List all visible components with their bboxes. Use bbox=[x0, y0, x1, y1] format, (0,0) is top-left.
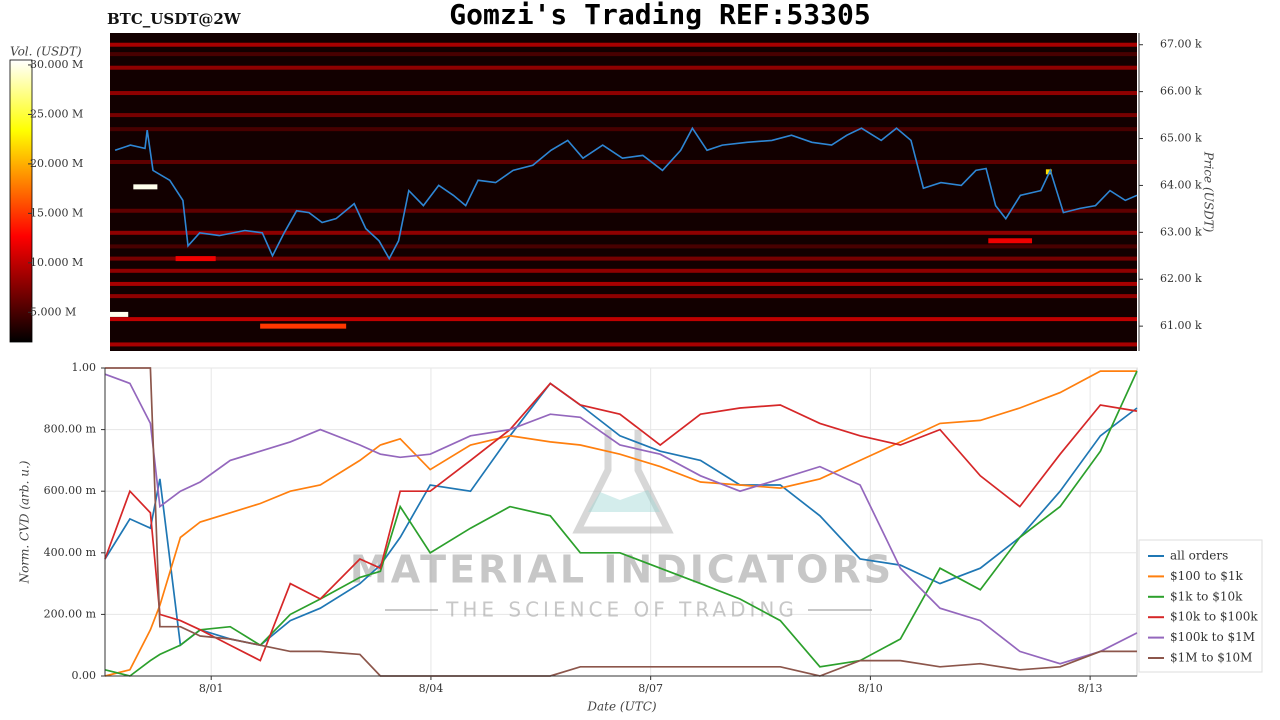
x-tick-label: 8/07 bbox=[638, 682, 663, 695]
x-tick-label: 8/04 bbox=[419, 682, 444, 695]
price-line bbox=[114, 126, 1138, 261]
watermark-subtitle: THE SCIENCE OF TRADING bbox=[445, 598, 798, 622]
watermark-title: MATERIAL INDICATORS bbox=[350, 548, 894, 592]
heatmap-row bbox=[110, 317, 1137, 322]
heatmap-row bbox=[110, 159, 1137, 164]
y-tick-label: 65.00 k bbox=[1160, 132, 1202, 145]
page-title: Gomzi's Trading REF:53305 bbox=[449, 0, 870, 31]
heatmap-cell bbox=[175, 256, 216, 262]
heatmap-row bbox=[110, 208, 1137, 213]
legend-label: $10k to $100k bbox=[1170, 610, 1258, 624]
y-tick-label: 66.00 k bbox=[1160, 85, 1202, 98]
y-tick-label: 63.00 k bbox=[1160, 225, 1202, 238]
legend-label: $1k to $10k bbox=[1170, 589, 1243, 603]
series-line bbox=[104, 370, 1137, 677]
heatmap-row bbox=[110, 342, 1137, 347]
heatmap-row bbox=[110, 91, 1137, 96]
heatmap-row bbox=[110, 113, 1137, 118]
legend-label: $100 to $1k bbox=[1170, 569, 1243, 583]
colorbar-tick-label: 20.000 M bbox=[30, 157, 83, 170]
y-axis-label: Price (USDT) bbox=[1202, 151, 1216, 233]
y-tick-label: 62.00 k bbox=[1160, 272, 1202, 285]
heatmap-cell bbox=[110, 311, 129, 317]
colorbar-tick-label: 25.000 M bbox=[30, 107, 83, 120]
series-line bbox=[104, 382, 1138, 662]
watermark: MATERIAL INDICATORS THE SCIENCE OF TRADI… bbox=[350, 430, 894, 622]
x-tick-label: 8/13 bbox=[1078, 682, 1103, 695]
y-tick-label: 600.00 m bbox=[44, 484, 97, 497]
heatmap-row bbox=[110, 65, 1137, 70]
y-tick-label: 1.00 bbox=[72, 361, 97, 374]
heatmap-row bbox=[110, 42, 1137, 47]
y-tick-label: 200.00 m bbox=[44, 607, 97, 620]
heatmap-row bbox=[110, 294, 1137, 299]
colorbar-tick-label: 15.000 M bbox=[30, 206, 83, 219]
colorbar bbox=[9, 59, 33, 343]
plot-area bbox=[104, 367, 1138, 677]
heatmap-row bbox=[110, 256, 1137, 261]
y-axis-label: Norm. CVD (arb. u.) bbox=[18, 460, 32, 584]
heatmap-row bbox=[110, 244, 1137, 249]
heatmap-cell bbox=[260, 323, 347, 329]
legend bbox=[1138, 539, 1263, 673]
y-tick-label: 61.00 k bbox=[1160, 319, 1202, 332]
y-tick-label: 64.00 k bbox=[1160, 178, 1202, 191]
heatmap-row bbox=[110, 268, 1137, 273]
heatmap-cell bbox=[988, 238, 1033, 244]
heatmap-cell bbox=[133, 184, 158, 190]
colorbar-tick-label: 5.000 M bbox=[30, 305, 76, 318]
legend-label: $1M to $10M bbox=[1170, 651, 1252, 665]
chart-title: BTC_USDT@2W bbox=[107, 10, 242, 28]
heatmap-row bbox=[110, 127, 1137, 132]
series-line bbox=[104, 370, 1138, 677]
x-tick-label: 8/01 bbox=[199, 682, 224, 695]
y-tick-label: 400.00 m bbox=[44, 546, 97, 559]
y-tick-label: 0.00 bbox=[72, 669, 97, 682]
colorbar-tick-label: 10.000 M bbox=[30, 256, 83, 269]
heatmap-background bbox=[110, 33, 1137, 351]
colorbar-label: Vol. (USDT) bbox=[10, 45, 82, 59]
heatmap-row bbox=[110, 281, 1137, 286]
series-line bbox=[104, 373, 1138, 665]
heatmap-row bbox=[110, 230, 1137, 235]
y-tick-label: 67.00 k bbox=[1160, 38, 1202, 51]
legend-label: $100k to $1M bbox=[1170, 630, 1255, 644]
x-tick-label: 8/10 bbox=[858, 682, 883, 695]
colorbar-tick-label: 30.000 M bbox=[30, 58, 83, 71]
x-axis-label: Date (UTC) bbox=[586, 700, 656, 714]
legend-label: all orders bbox=[1170, 549, 1228, 563]
heatmap-row bbox=[110, 52, 1137, 57]
y-tick-label: 800.00 m bbox=[44, 423, 97, 436]
